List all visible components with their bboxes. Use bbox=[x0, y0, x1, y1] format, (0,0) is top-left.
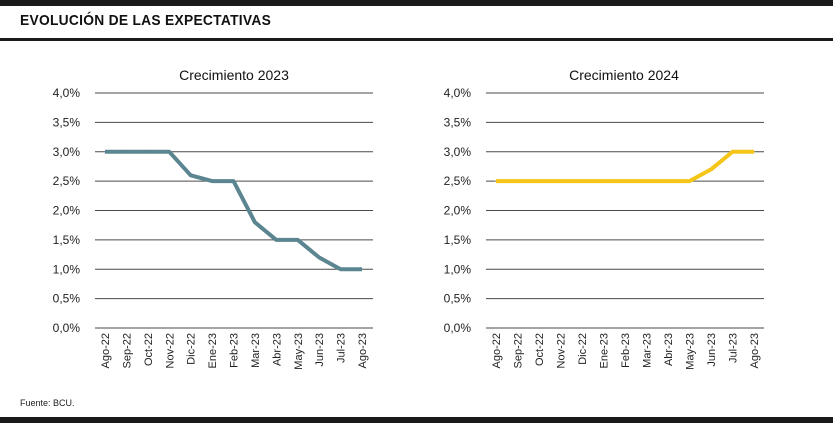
data-point bbox=[732, 151, 733, 153]
x-tick-label: Abr-23 bbox=[663, 333, 675, 366]
x-tick-label: Nov-22 bbox=[164, 333, 176, 368]
x-tick-label: Ago-23 bbox=[357, 333, 369, 368]
x-tick-label: Jul-23 bbox=[336, 333, 348, 363]
data-point bbox=[104, 151, 106, 153]
chart-title: Crecimiento 2023 bbox=[179, 67, 289, 83]
x-tick-label: Oct-22 bbox=[143, 333, 155, 366]
header-rule bbox=[0, 38, 833, 41]
x-tick-label: Dic-22 bbox=[577, 333, 589, 365]
data-point bbox=[233, 180, 234, 182]
y-tick-label: 1,5% bbox=[53, 233, 81, 247]
chart-crecimiento-2023: Crecimiento 2023 0,0% 0,5% 1,0% 1,5% 2,0% 2,5%… bbox=[53, 67, 373, 370]
series-line bbox=[496, 149, 754, 184]
data-point bbox=[624, 180, 626, 182]
data-point bbox=[125, 151, 127, 153]
x-tick-label: Oct-22 bbox=[534, 333, 546, 366]
data-point bbox=[603, 180, 604, 182]
y-tick-label: 0,5% bbox=[53, 292, 81, 306]
y-tick-label: 2,0% bbox=[444, 204, 472, 218]
chart-title: Crecimiento 2024 bbox=[569, 67, 679, 83]
data-point bbox=[254, 221, 256, 223]
data-point bbox=[147, 151, 149, 153]
data-point bbox=[710, 168, 712, 170]
y-tick-label: 2,5% bbox=[444, 174, 472, 188]
data-point bbox=[753, 151, 755, 153]
y-tick-label: 4,0% bbox=[444, 86, 472, 100]
x-tick-label: Jul-23 bbox=[728, 333, 740, 363]
x-tick-label: Sep-22 bbox=[121, 333, 133, 368]
top-rule bbox=[0, 0, 833, 6]
data-point bbox=[211, 180, 213, 182]
y-tick-label: 3,0% bbox=[53, 145, 81, 159]
y-tick-label: 2,0% bbox=[53, 204, 81, 218]
data-point bbox=[538, 180, 540, 182]
data-point bbox=[581, 180, 583, 182]
data-point bbox=[667, 180, 669, 182]
x-tick-label: Mar-23 bbox=[250, 333, 262, 368]
x-tick-label: May-23 bbox=[685, 333, 697, 370]
x-tick-label: Jun-23 bbox=[706, 333, 718, 367]
x-tick-label: Nov-22 bbox=[556, 333, 568, 368]
data-point bbox=[495, 180, 497, 182]
data-point bbox=[361, 268, 363, 270]
y-tick-label: 0,0% bbox=[444, 321, 472, 335]
data-point bbox=[646, 180, 647, 182]
y-tick-label: 0,0% bbox=[53, 321, 81, 335]
data-point bbox=[689, 180, 690, 182]
x-tick-label: May-23 bbox=[293, 333, 305, 370]
data-point bbox=[168, 151, 170, 153]
x-tick-label: Ene-23 bbox=[599, 333, 611, 368]
x-tick-label: Ago-22 bbox=[100, 333, 112, 368]
y-tick-label: 4,0% bbox=[53, 86, 81, 100]
y-tick-label: 3,5% bbox=[444, 115, 472, 129]
data-point bbox=[560, 180, 561, 182]
y-tick-label: 0,5% bbox=[444, 292, 472, 306]
x-tick-label: Abr-23 bbox=[271, 333, 283, 366]
x-tick-label: Sep-22 bbox=[513, 333, 525, 368]
y-tick-label: 1,5% bbox=[444, 233, 472, 247]
chart-crecimiento-2024: Crecimiento 2024 0,0% 0,5% 1,0% 1,5% 2,0% 2,5%… bbox=[444, 67, 764, 370]
x-tick-label: Mar-23 bbox=[642, 333, 654, 368]
data-point bbox=[190, 174, 192, 176]
y-tick-label: 3,5% bbox=[53, 115, 81, 129]
x-tick-label: Dic-22 bbox=[186, 333, 198, 365]
data-point bbox=[318, 257, 320, 258]
x-tick-label: Ago-23 bbox=[749, 333, 761, 368]
data-point bbox=[275, 239, 277, 241]
x-tick-label: Ago-22 bbox=[491, 333, 503, 368]
y-tick-label: 1,0% bbox=[53, 262, 81, 276]
y-tick-label: 1,0% bbox=[444, 262, 472, 276]
x-tick-label: Feb-23 bbox=[620, 333, 632, 368]
data-point bbox=[340, 268, 342, 270]
bottom-rule bbox=[0, 417, 833, 423]
source-note: Fuente: BCU. bbox=[20, 398, 75, 408]
x-tick-label: Jun-23 bbox=[314, 333, 326, 367]
x-tick-label: Feb-23 bbox=[229, 333, 241, 368]
data-point bbox=[297, 239, 299, 241]
x-tick-label: Ene-23 bbox=[207, 333, 219, 368]
y-tick-label: 2,5% bbox=[53, 174, 81, 188]
data-point bbox=[517, 180, 518, 182]
y-tick-label: 3,0% bbox=[444, 145, 472, 159]
page-title: EVOLUCIÓN DE LAS EXPECTATIVAS bbox=[20, 12, 272, 29]
